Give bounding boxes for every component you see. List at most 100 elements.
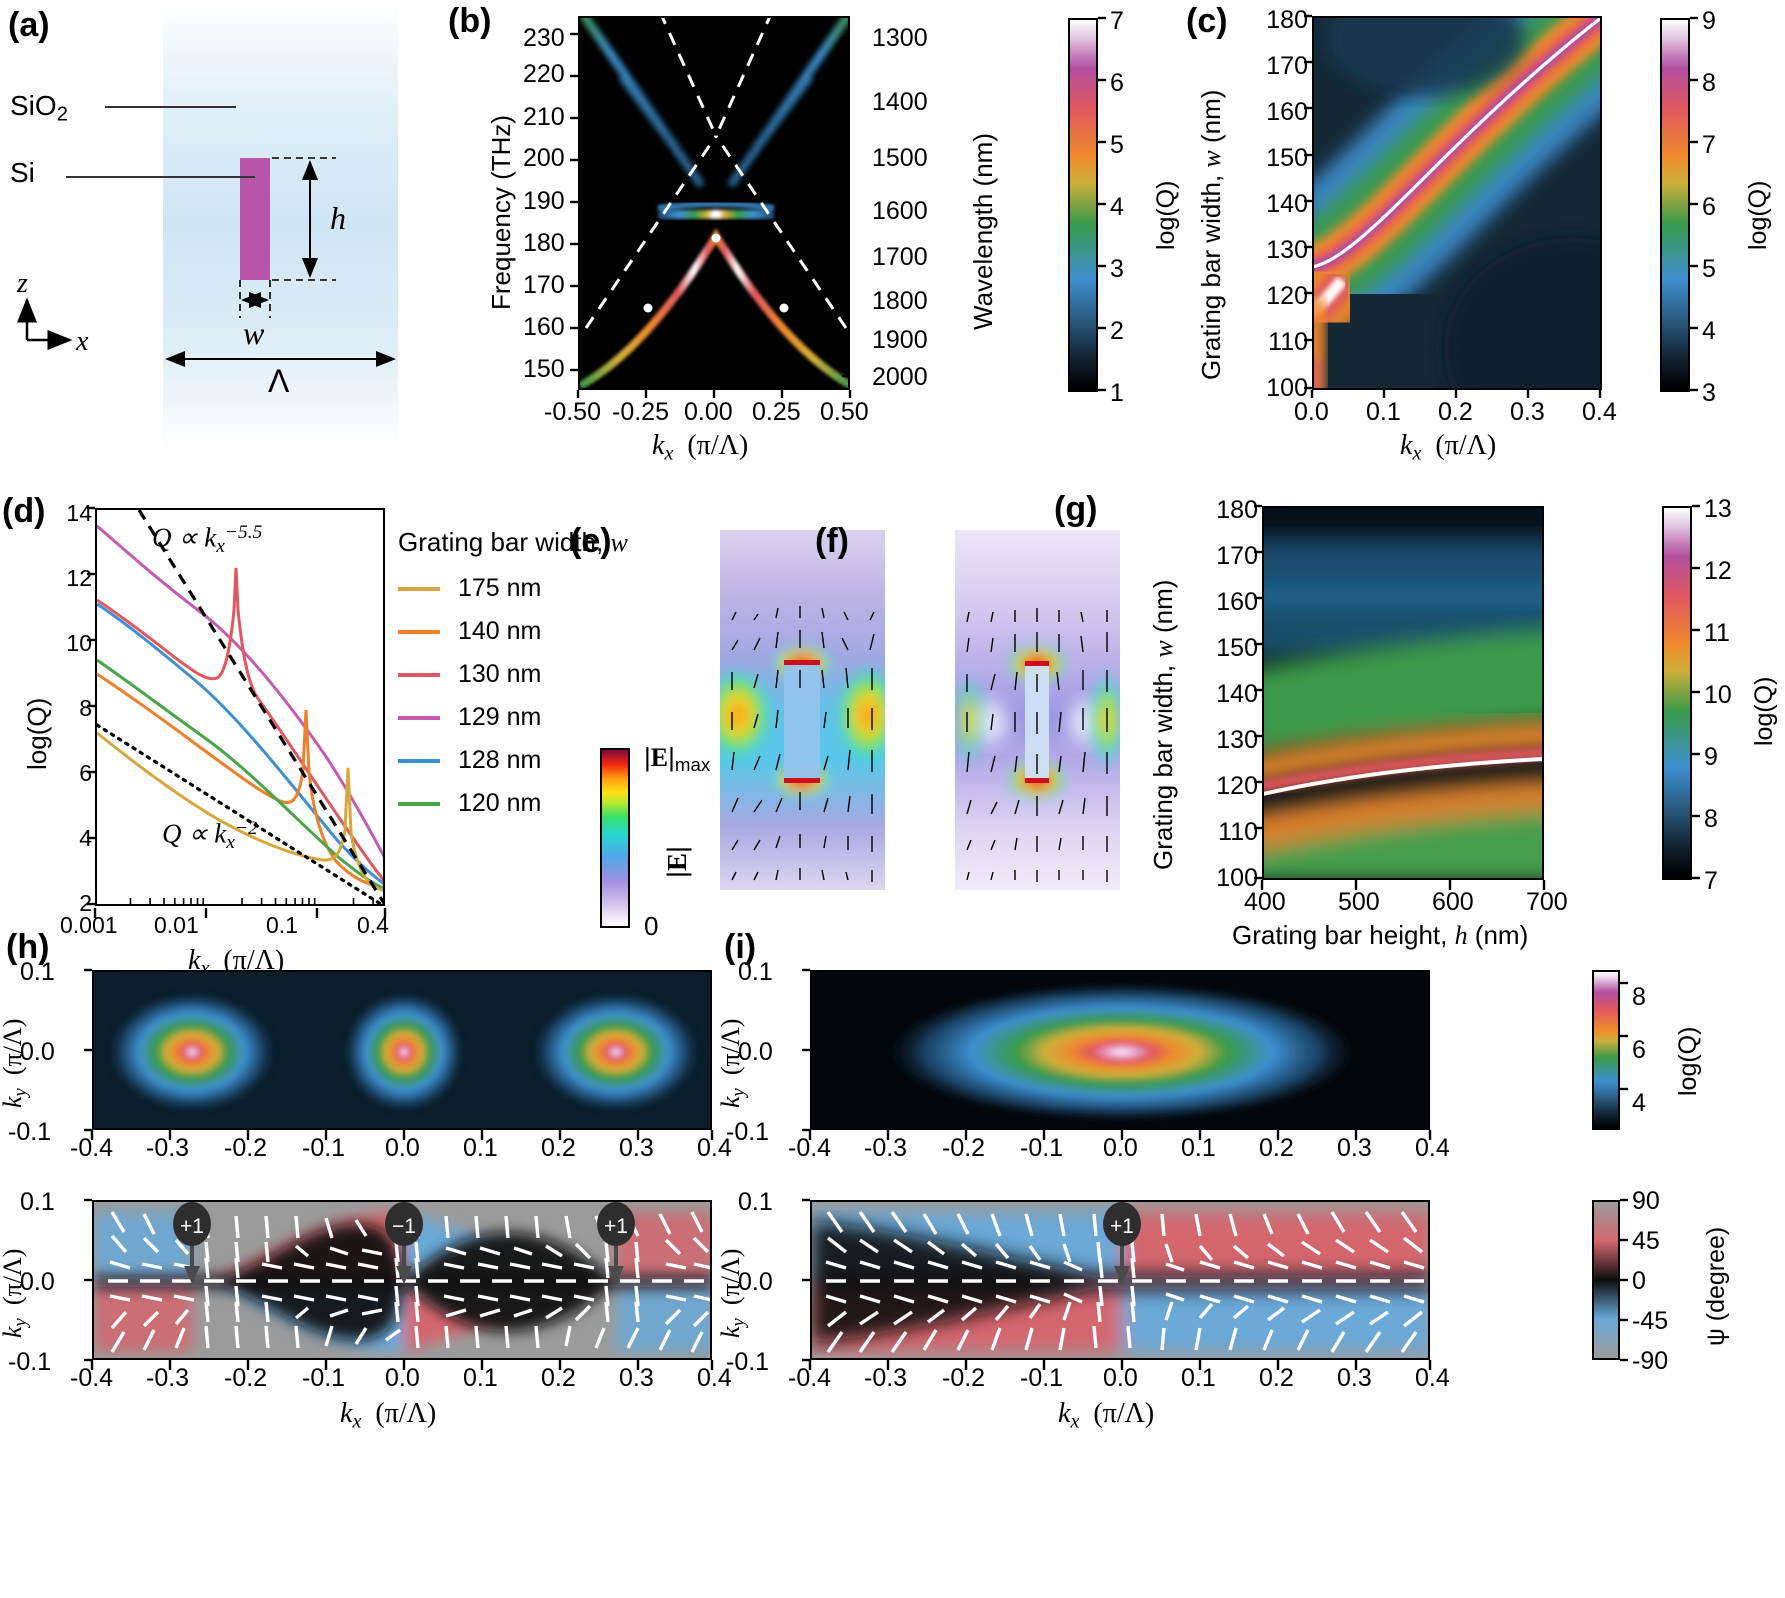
- panel-i-top: 0.1 0.0 -0.1 ky (π/Λ): [716, 958, 1458, 1162]
- panel-i-bottom-plot: +1: [810, 1200, 1430, 1360]
- sio2-subscript: 2: [56, 103, 68, 126]
- cb-psi-tick-m90: -90: [1632, 1347, 1669, 1375]
- ytick-c-180: 180: [1266, 6, 1308, 34]
- polarization-ticks-i: [825, 1211, 1425, 1353]
- xtick-i-0p3: 0.3: [1337, 1134, 1372, 1162]
- ytick-h-bot-m0p1: -0.1: [8, 1348, 52, 1376]
- curve-130: [97, 567, 383, 882]
- legend-label: 140 nm: [458, 617, 542, 645]
- xtick-ib-0p4: 0.4: [1415, 1364, 1450, 1392]
- xtick-c-0: 0.0: [1294, 398, 1329, 426]
- legend-label: 120 nm: [458, 789, 542, 817]
- panel-b-yticks-left: 230 220 210 200 190 180 170 160 150: [440, 0, 630, 400]
- panel-h-top: 0.1 0.0 -0.1 ky (π/Λ): [0, 958, 740, 1162]
- ytick-h-top-0p0: 0.0: [20, 1038, 55, 1066]
- panel-e-field-map: [720, 530, 885, 890]
- ytick-g-150: 150: [1216, 634, 1258, 662]
- ytick-c-160: 160: [1266, 98, 1308, 126]
- xtick-hb-m0p2: -0.2: [224, 1364, 268, 1392]
- x-axis-label: x: [76, 326, 89, 357]
- ytick-i-bot-m0p1: -0.1: [726, 1348, 770, 1376]
- si-bar: [240, 158, 270, 280]
- panel-c-xlabel: kx (π/Λ): [1400, 430, 1497, 465]
- charge-label: +1: [1110, 1215, 1134, 1238]
- d-curves: [97, 524, 383, 892]
- cb-psi-tick-90: 90: [1632, 1187, 1660, 1215]
- cb-b-tick-2: 2: [1110, 317, 1124, 345]
- xtick-h-0p2: 0.2: [541, 1134, 576, 1162]
- ytick-h-bot-0p0: 0.0: [20, 1268, 55, 1296]
- annotation-dashed: Q ∝ kx−5.5: [152, 522, 263, 558]
- xtick-hb-0p1: 0.1: [463, 1364, 498, 1392]
- legend-swatch: [398, 758, 440, 763]
- panel-i-bottom: 0.1 0.0 -0.1 ky (π/Λ): [716, 1188, 1458, 1440]
- panel-b-label: (b): [448, 2, 492, 40]
- ticks-c-left: [1304, 14, 1312, 390]
- topological-charge-markers-i: +1: [1103, 1202, 1141, 1284]
- charge-marker: +1: [173, 1202, 211, 1284]
- ytick-d-6: 6: [79, 760, 92, 786]
- xtick-g-700: 700: [1526, 888, 1568, 916]
- panel-g-label: (g): [1054, 490, 1098, 528]
- ytick-g-100: 100: [1216, 864, 1258, 892]
- sio2-cladding: [163, 0, 398, 450]
- xtick-h-0p0: 0.0: [385, 1134, 420, 1162]
- ticks-b-right: [842, 36, 850, 378]
- ytick-c-130: 130: [1266, 236, 1308, 264]
- panel-i-xlabel: kx (π/Λ): [1058, 1398, 1155, 1433]
- legend-swatch: [398, 629, 440, 634]
- efield-max-label: |E|max: [644, 742, 711, 776]
- panel-g-yticks: 180 170 160 150 140 130 120 110 100: [1178, 470, 1258, 892]
- xtick-h-0p3: 0.3: [619, 1134, 654, 1162]
- legend-swatch: [398, 672, 440, 677]
- charge-marker: −1: [385, 1202, 423, 1284]
- cb-g-tick-8: 8: [1704, 805, 1718, 833]
- ytick-200: 200: [523, 144, 565, 172]
- ytick-i-top-0p0: 0.0: [738, 1038, 773, 1066]
- cb-psi-ticks: [1620, 1198, 1628, 1362]
- panel-h-bottom-plot: +1 −1 +1: [92, 1200, 712, 1360]
- cb-psi-tick-m45: -45: [1632, 1307, 1669, 1335]
- flat-band: [657, 201, 775, 219]
- xtick-c-2: 0.2: [1438, 398, 1473, 426]
- ytick-g-120: 120: [1216, 772, 1258, 800]
- ytickR-1400: 1400: [872, 88, 928, 116]
- curve-120: [97, 658, 383, 890]
- legend-label: 130 nm: [458, 660, 542, 688]
- ytick-h-top-0p1: 0.1: [20, 958, 55, 986]
- field-arrows-f: [966, 608, 1108, 882]
- legend-item: 128 nm: [398, 746, 568, 775]
- ytickR-1700: 1700: [872, 243, 928, 271]
- legend-item: 140 nm: [398, 617, 568, 646]
- xtick-hb-m0p1: -0.1: [302, 1364, 346, 1392]
- ticks-i-top: [802, 968, 1432, 1140]
- legend-label: 128 nm: [458, 746, 542, 774]
- ytick-180: 180: [523, 229, 565, 257]
- sio2-label: SiO2: [10, 90, 68, 126]
- xtick-i-m0p1: -0.1: [1020, 1134, 1064, 1162]
- charge-label: +1: [604, 1215, 628, 1238]
- ytickR-1500: 1500: [872, 144, 928, 172]
- charge-marker: +1: [597, 1202, 635, 1284]
- cb-c-tick-4: 4: [1702, 317, 1716, 345]
- ytickR-1800: 1800: [872, 287, 928, 315]
- ytick-i-top-m0p1: -0.1: [726, 1118, 770, 1146]
- ytick-g-140: 140: [1216, 680, 1258, 708]
- ticks-g-bottom: [1260, 880, 1546, 890]
- xtick-b-3: 0.25: [752, 398, 801, 426]
- ticks-d-left: [87, 506, 95, 906]
- ref-line-dotted: [97, 723, 383, 904]
- legend-item: 130 nm: [398, 660, 568, 689]
- cb-b-tick-6: 6: [1110, 69, 1124, 97]
- light-lines: [584, 18, 848, 329]
- cb-b-tick-1: 1: [1110, 379, 1124, 407]
- legend-swatch: [398, 715, 440, 720]
- legend-swatch: [398, 586, 440, 591]
- legend-item: 129 nm: [398, 703, 568, 732]
- colorbar-g-gradient: [1662, 506, 1692, 880]
- ticks-c-bottom: [1310, 390, 1602, 398]
- topological-charge-markers: +1 −1 +1: [173, 1202, 635, 1284]
- ytick-d-4: 4: [79, 825, 92, 851]
- ytick-c-110: 110: [1268, 328, 1308, 356]
- xtick-ib-0p3: 0.3: [1337, 1364, 1372, 1392]
